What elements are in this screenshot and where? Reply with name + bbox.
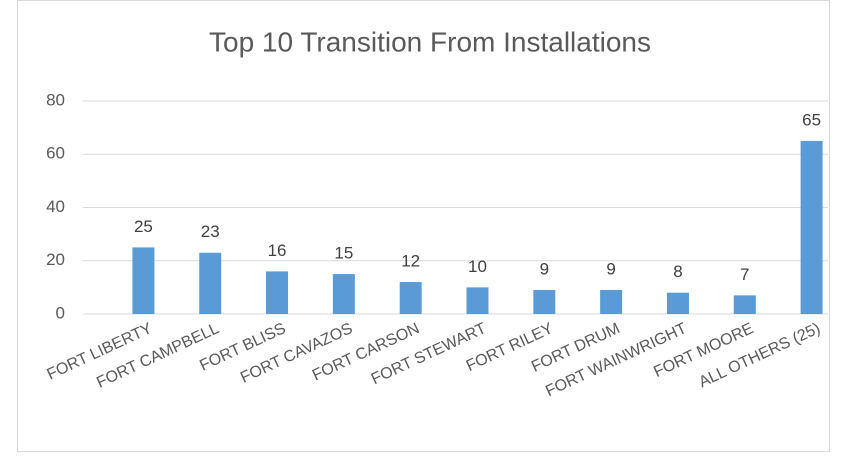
data-label: 25	[134, 217, 153, 236]
y-tick-label: 80	[46, 90, 65, 109]
bar	[332, 274, 355, 314]
data-label: 16	[268, 241, 287, 260]
data-label: 8	[673, 262, 682, 281]
bar	[533, 290, 556, 314]
data-label: 15	[334, 244, 353, 263]
data-label: 12	[401, 252, 420, 271]
bar	[399, 282, 422, 314]
bar	[666, 292, 689, 314]
bar	[199, 252, 222, 314]
bar	[466, 287, 489, 314]
bar	[266, 271, 289, 314]
data-label: 7	[740, 265, 749, 284]
data-label: 10	[468, 257, 487, 276]
data-label: 9	[606, 260, 615, 279]
data-label: 65	[802, 110, 821, 129]
data-label: 9	[540, 260, 549, 279]
bar	[800, 140, 823, 314]
chart-border	[17, 0, 830, 452]
y-tick-label: 40	[46, 197, 65, 216]
bar	[600, 290, 623, 314]
chart-title: Top 10 Transition From Installations	[209, 26, 651, 57]
bar	[132, 247, 155, 314]
y-tick-label: 0	[56, 303, 65, 322]
data-label: 23	[201, 222, 220, 241]
y-tick-label: 20	[46, 250, 65, 269]
bar	[733, 295, 756, 314]
y-tick-label: 60	[46, 144, 65, 163]
